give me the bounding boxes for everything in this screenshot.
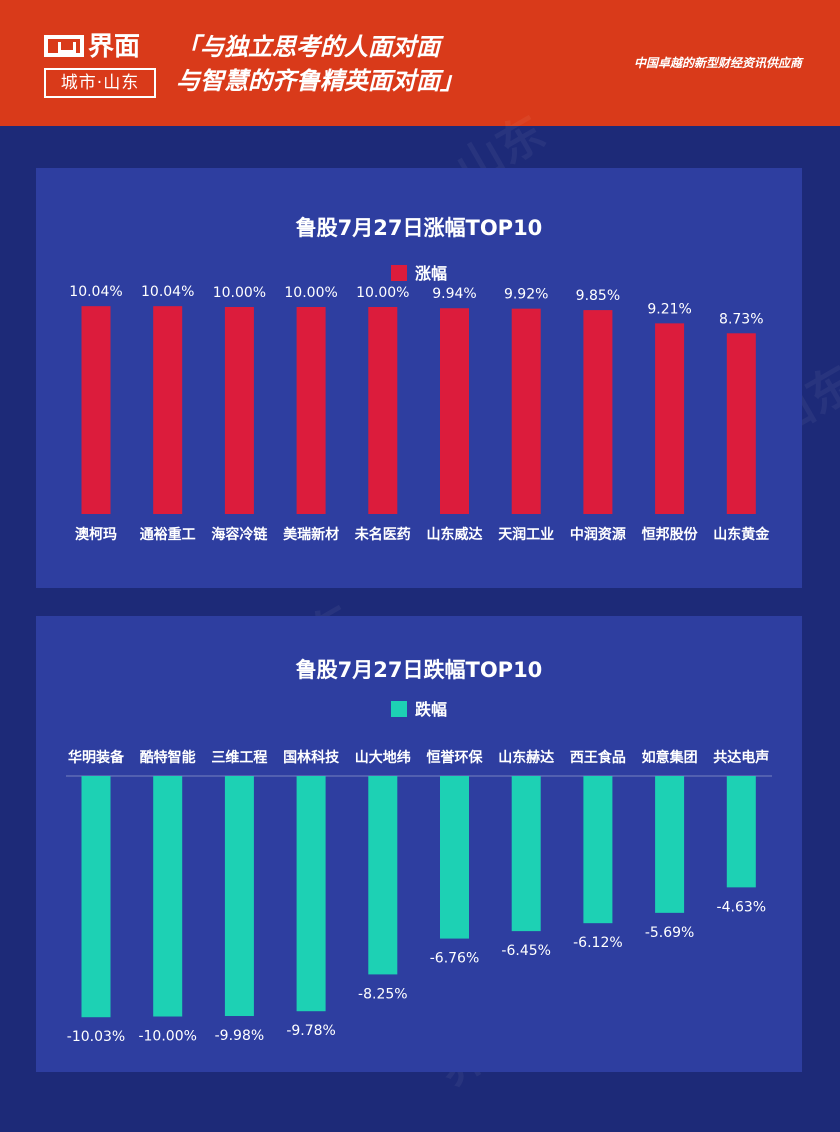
bar [368, 776, 398, 975]
category-label: 海容冷链 [211, 526, 268, 543]
bar [81, 776, 111, 1018]
bar [726, 776, 756, 888]
logo-subtitle: 城市·山东 [44, 68, 156, 98]
legend-swatch [390, 265, 407, 281]
logo-mark-icon [44, 34, 84, 57]
legend-label: 跌幅 [414, 700, 447, 719]
chart-title: 鲁股7月27日跌幅TOP10 [295, 658, 543, 682]
category-label: 酷特智能 [140, 749, 196, 766]
rise-bar-chart: 10.04% 澳柯玛 10.04% 通裕重工 10.00% 海容冷链 10.00% 美瑞新材 1… [69, 284, 770, 543]
data-label: -6.76% [430, 951, 480, 967]
data-label: 10.04% [141, 284, 194, 300]
bar [153, 776, 183, 1017]
category-label: 中润资源 [570, 526, 626, 543]
data-label: -10.00% [138, 1029, 196, 1045]
data-label: 10.04% [69, 284, 122, 300]
chart-title: 鲁股7月27日涨幅TOP10 [295, 216, 543, 240]
category-label: 山东黄金 [713, 526, 770, 543]
bar [296, 776, 326, 1012]
category-label: 山东赫达 [498, 749, 554, 766]
data-label: 9.92% [504, 287, 548, 303]
bar [655, 323, 685, 514]
data-label: -4.63% [717, 899, 767, 915]
slogan-line-1: 「与独立思考的人面对面 [176, 33, 440, 61]
slogan-line-2: 与智慧的齐鲁精英面对面」 [176, 67, 464, 95]
bar [368, 307, 398, 514]
category-label: 三维工程 [211, 749, 267, 766]
data-label: -6.12% [573, 935, 623, 951]
data-label: 10.00% [356, 285, 409, 301]
bar [583, 776, 613, 924]
bar [511, 776, 541, 932]
category-label: 恒邦股份 [642, 526, 699, 543]
bar [81, 306, 111, 514]
bar [440, 308, 469, 514]
legend-label: 涨幅 [414, 264, 447, 283]
slogan: 「与独立思考的人面对面 与智慧的齐鲁精英面对面」 [176, 30, 536, 98]
category-label: 未名医药 [355, 526, 411, 543]
bar [440, 776, 469, 939]
data-label: 9.94% [432, 286, 476, 302]
bar [224, 776, 254, 1017]
data-label: 10.00% [213, 285, 266, 301]
category-label: 通裕重工 [140, 526, 196, 543]
category-label: 天润工业 [498, 526, 554, 543]
bar [153, 306, 183, 514]
data-label: -5.69% [645, 925, 695, 941]
bar [583, 310, 613, 514]
category-label: 如意集团 [642, 749, 698, 766]
chart-legend: 涨幅 [36, 260, 802, 284]
fall-chart-panel: 鲁股7月27日跌幅TOP10 跌幅 -10.03% 华明装备 -10.00% 酷特智能… [36, 616, 802, 1072]
category-label: 国林科技 [283, 749, 340, 766]
bar [726, 333, 756, 514]
fall-bar-chart: -10.03% 华明装备 -10.00% 酷特智能 -9.98% 三维工程 -9.78% 国林… [66, 749, 772, 1045]
data-label: -9.98% [215, 1028, 265, 1044]
data-label: -10.03% [67, 1029, 125, 1045]
category-label: 澳柯玛 [75, 526, 117, 543]
bar [655, 776, 685, 913]
bar [224, 307, 254, 514]
rise-chart-panel: 鲁股7月27日涨幅TOP10 涨幅 10.04% 澳柯玛 10.04% 通裕重工 10.… [36, 168, 802, 588]
chart-legend: 跌幅 [36, 696, 802, 720]
category-label: 共达电声 [713, 749, 769, 766]
data-label: 9.21% [647, 301, 691, 317]
data-label: -6.45% [501, 943, 551, 959]
bar [296, 307, 326, 514]
category-label: 山东威达 [427, 526, 483, 543]
category-label: 西王食品 [570, 749, 626, 766]
brand-logo: 界面 城市·山东 [44, 30, 156, 100]
header-banner: 界面 城市·山东 「与独立思考的人面对面 与智慧的齐鲁精英面对面」 中国卓越的新… [0, 0, 840, 126]
category-label: 山大地纬 [355, 749, 411, 766]
logo-name: 界面 [88, 32, 141, 62]
category-label: 恒誉环保 [427, 749, 484, 766]
data-label: -9.78% [286, 1023, 336, 1039]
data-label: 9.85% [576, 288, 620, 304]
data-label: 8.73% [719, 311, 763, 327]
category-label: 美瑞新材 [283, 526, 339, 543]
tagline: 中国卓越的新型财经资讯供应商 [633, 56, 802, 70]
legend-swatch [390, 701, 407, 717]
data-label: 10.00% [284, 285, 337, 301]
data-label: -8.25% [358, 986, 408, 1002]
category-label: 华明装备 [68, 749, 125, 766]
bar [511, 308, 541, 514]
